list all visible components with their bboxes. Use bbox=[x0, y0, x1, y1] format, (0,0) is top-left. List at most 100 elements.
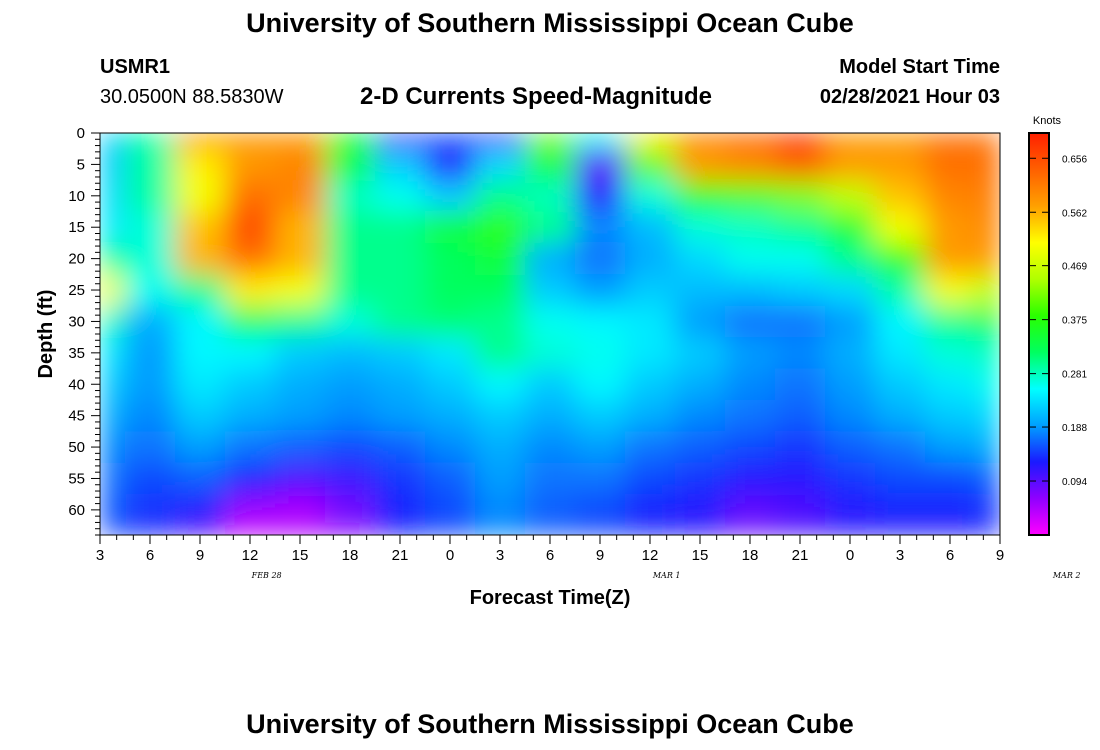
heatmap-cell bbox=[225, 494, 276, 524]
heatmap-cell bbox=[975, 180, 1000, 213]
heatmap-cell bbox=[775, 337, 826, 370]
heatmap-cell bbox=[325, 337, 376, 370]
heatmap-cell bbox=[975, 148, 1000, 181]
heatmap-cell bbox=[625, 522, 676, 535]
heatmap-cell bbox=[325, 368, 376, 401]
heatmap-cell bbox=[100, 399, 126, 432]
heatmap-cell bbox=[625, 399, 676, 432]
colorbar-tick-label: 0.656 bbox=[1062, 154, 1087, 165]
heatmap-cell bbox=[325, 148, 376, 181]
heatmap-cell bbox=[725, 494, 776, 524]
heatmap-cell bbox=[375, 337, 426, 370]
heatmap-cell bbox=[475, 368, 526, 401]
heatmap-cell bbox=[575, 337, 626, 370]
x-tick-label: 12 bbox=[642, 547, 659, 564]
heatmap-cell bbox=[475, 522, 526, 535]
y-tick-label: 40 bbox=[68, 376, 85, 393]
x-tick-label: 18 bbox=[742, 547, 759, 564]
heatmap-cell bbox=[625, 368, 676, 401]
heatmap-cell bbox=[275, 148, 326, 181]
heatmap-cell bbox=[475, 133, 526, 150]
heatmap-cell bbox=[175, 305, 226, 338]
heatmap-cell bbox=[475, 337, 526, 370]
heatmap-cell bbox=[375, 522, 426, 535]
heatmap-cell bbox=[175, 133, 226, 150]
heatmap-cell bbox=[975, 133, 1000, 150]
heatmap-cell bbox=[725, 368, 776, 401]
heatmap-cell bbox=[225, 337, 276, 370]
heatmap-cell bbox=[925, 274, 976, 307]
y-tick-label: 35 bbox=[68, 345, 85, 362]
heatmap-cell bbox=[125, 399, 176, 432]
heatmap-cell bbox=[275, 305, 326, 338]
y-tick-label: 25 bbox=[68, 282, 85, 299]
y-tick-label: 0 bbox=[77, 125, 85, 142]
heatmap-cell bbox=[325, 274, 376, 307]
heatmap-cell bbox=[575, 148, 626, 181]
heatmap-cell bbox=[375, 133, 426, 150]
heatmap-cell bbox=[675, 337, 726, 370]
model-start-value: 02/28/2021 Hour 03 bbox=[819, 86, 1000, 108]
heatmap-cell bbox=[125, 148, 176, 181]
heatmap-cell bbox=[100, 211, 126, 244]
heatmap-cell bbox=[925, 337, 976, 370]
x-tick-label: 3 bbox=[96, 547, 104, 564]
y-tick-label: 30 bbox=[68, 313, 85, 330]
heatmap-cell bbox=[100, 431, 126, 464]
heatmap-cell bbox=[975, 431, 1000, 464]
heatmap-cell bbox=[625, 211, 676, 244]
heatmap-cell bbox=[725, 211, 776, 244]
heatmap-cell bbox=[925, 522, 976, 535]
heatmap-cell bbox=[175, 242, 226, 275]
heatmap-cell bbox=[100, 180, 126, 213]
heatmap-cell bbox=[125, 431, 176, 464]
heatmap-cell bbox=[775, 180, 826, 213]
heatmap-cell bbox=[825, 180, 876, 213]
heatmap-cell bbox=[175, 522, 226, 535]
heatmap-cell bbox=[575, 522, 626, 535]
heatmap-cell bbox=[725, 337, 776, 370]
heatmap-cell bbox=[275, 431, 326, 464]
heatmap-cell bbox=[725, 242, 776, 275]
heatmap-cell bbox=[825, 242, 876, 275]
heatmap-cell bbox=[275, 242, 326, 275]
heatmap-cell bbox=[425, 337, 476, 370]
heatmap-cell bbox=[775, 399, 826, 432]
heatmap-cell bbox=[875, 211, 926, 244]
chart-subtitle: 2-D Currents Speed-Magnitude bbox=[360, 83, 713, 110]
heatmap-cell bbox=[525, 242, 576, 275]
heatmap-cell bbox=[675, 242, 726, 275]
heatmap-cell bbox=[475, 494, 526, 524]
heatmap-cell bbox=[675, 211, 726, 244]
heatmap-cell bbox=[975, 494, 1000, 524]
heatmap-cell bbox=[675, 462, 726, 495]
heatmap-cell bbox=[675, 148, 726, 181]
heatmap-cell bbox=[575, 305, 626, 338]
station-coordinates: 30.0500N 88.5830W bbox=[100, 86, 284, 108]
heatmap-cell bbox=[875, 462, 926, 495]
heatmap-cell bbox=[325, 305, 376, 338]
heatmap-cell bbox=[875, 494, 926, 524]
heatmap-cell bbox=[825, 462, 876, 495]
heatmap-cell bbox=[425, 399, 476, 432]
heatmap-cell bbox=[275, 522, 326, 535]
heatmap-cell bbox=[100, 148, 126, 181]
heatmap-cell bbox=[125, 494, 176, 524]
heatmap-cell bbox=[375, 431, 426, 464]
heatmap-cell bbox=[825, 522, 876, 535]
heatmap-cell bbox=[875, 133, 926, 150]
heatmap-cell bbox=[125, 180, 176, 213]
y-axis-label: Depth (ft) bbox=[35, 290, 57, 379]
heatmap-cell bbox=[525, 522, 576, 535]
x-tick-label: 21 bbox=[792, 547, 809, 564]
heatmap-cell bbox=[675, 399, 726, 432]
heatmap-cell bbox=[225, 399, 276, 432]
heatmap-cell bbox=[175, 148, 226, 181]
heatmap-cell bbox=[975, 522, 1000, 535]
heatmap-cell bbox=[475, 211, 526, 244]
y-axis: 0 5 10 15 20 25 30 35 40 45 50 55 60 bbox=[68, 125, 100, 536]
heatmap-cell bbox=[375, 148, 426, 181]
heatmap-cell bbox=[725, 431, 776, 464]
heatmap-cell bbox=[225, 180, 276, 213]
heatmap-cell bbox=[975, 305, 1000, 338]
